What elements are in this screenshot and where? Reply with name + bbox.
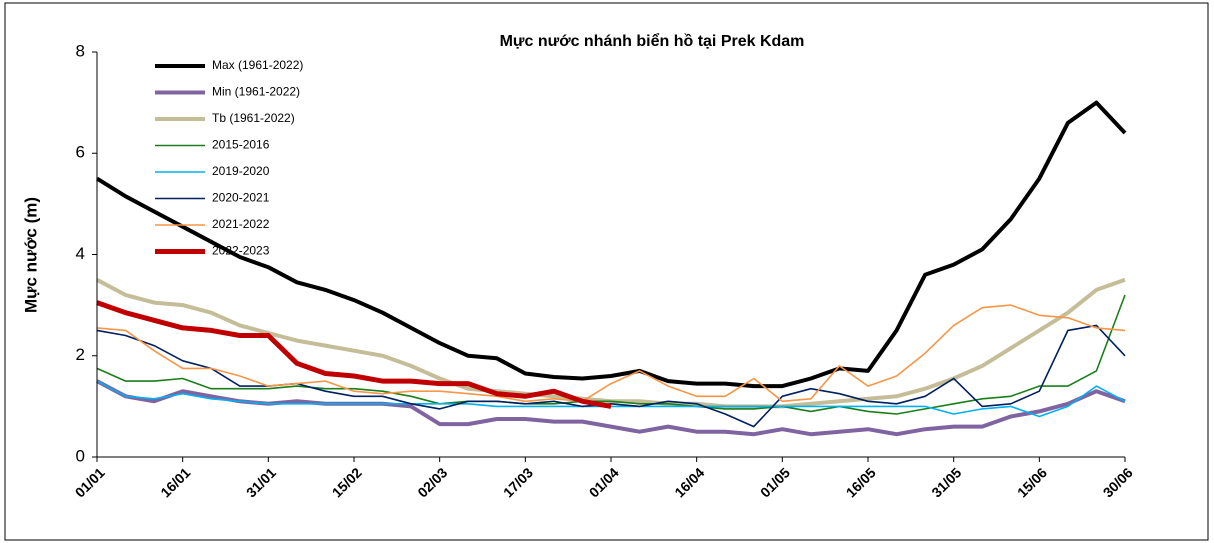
y-tick-label: 6 xyxy=(76,143,85,162)
legend-label: 2019-2020 xyxy=(212,164,270,178)
series-line xyxy=(96,304,1126,403)
y-axis-label: Mực nước (m) xyxy=(21,197,40,313)
y-tick-label: 8 xyxy=(76,41,85,60)
legend-label: 2022-2023 xyxy=(212,244,270,258)
legend-label: Tb (1961-2022) xyxy=(212,111,295,125)
y-tick-label: 2 xyxy=(76,345,85,364)
chart-title: Mực nước nhánh biển hồ tại Prek Kdam xyxy=(500,32,805,50)
y-tick-label: 0 xyxy=(76,446,85,465)
series-line xyxy=(95,100,1127,389)
chart-frame xyxy=(4,2,1209,541)
legend-label: 2015-2016 xyxy=(212,138,270,152)
series-line xyxy=(96,294,1126,415)
legend-label: Min (1961-2022) xyxy=(212,85,300,99)
legend-label: 2021-2022 xyxy=(212,217,270,231)
series-line xyxy=(96,300,612,409)
legend-label: 2020-2021 xyxy=(212,191,270,205)
y-tick-label: 4 xyxy=(76,244,85,263)
legend-label: Max (1961-2022) xyxy=(212,58,303,72)
